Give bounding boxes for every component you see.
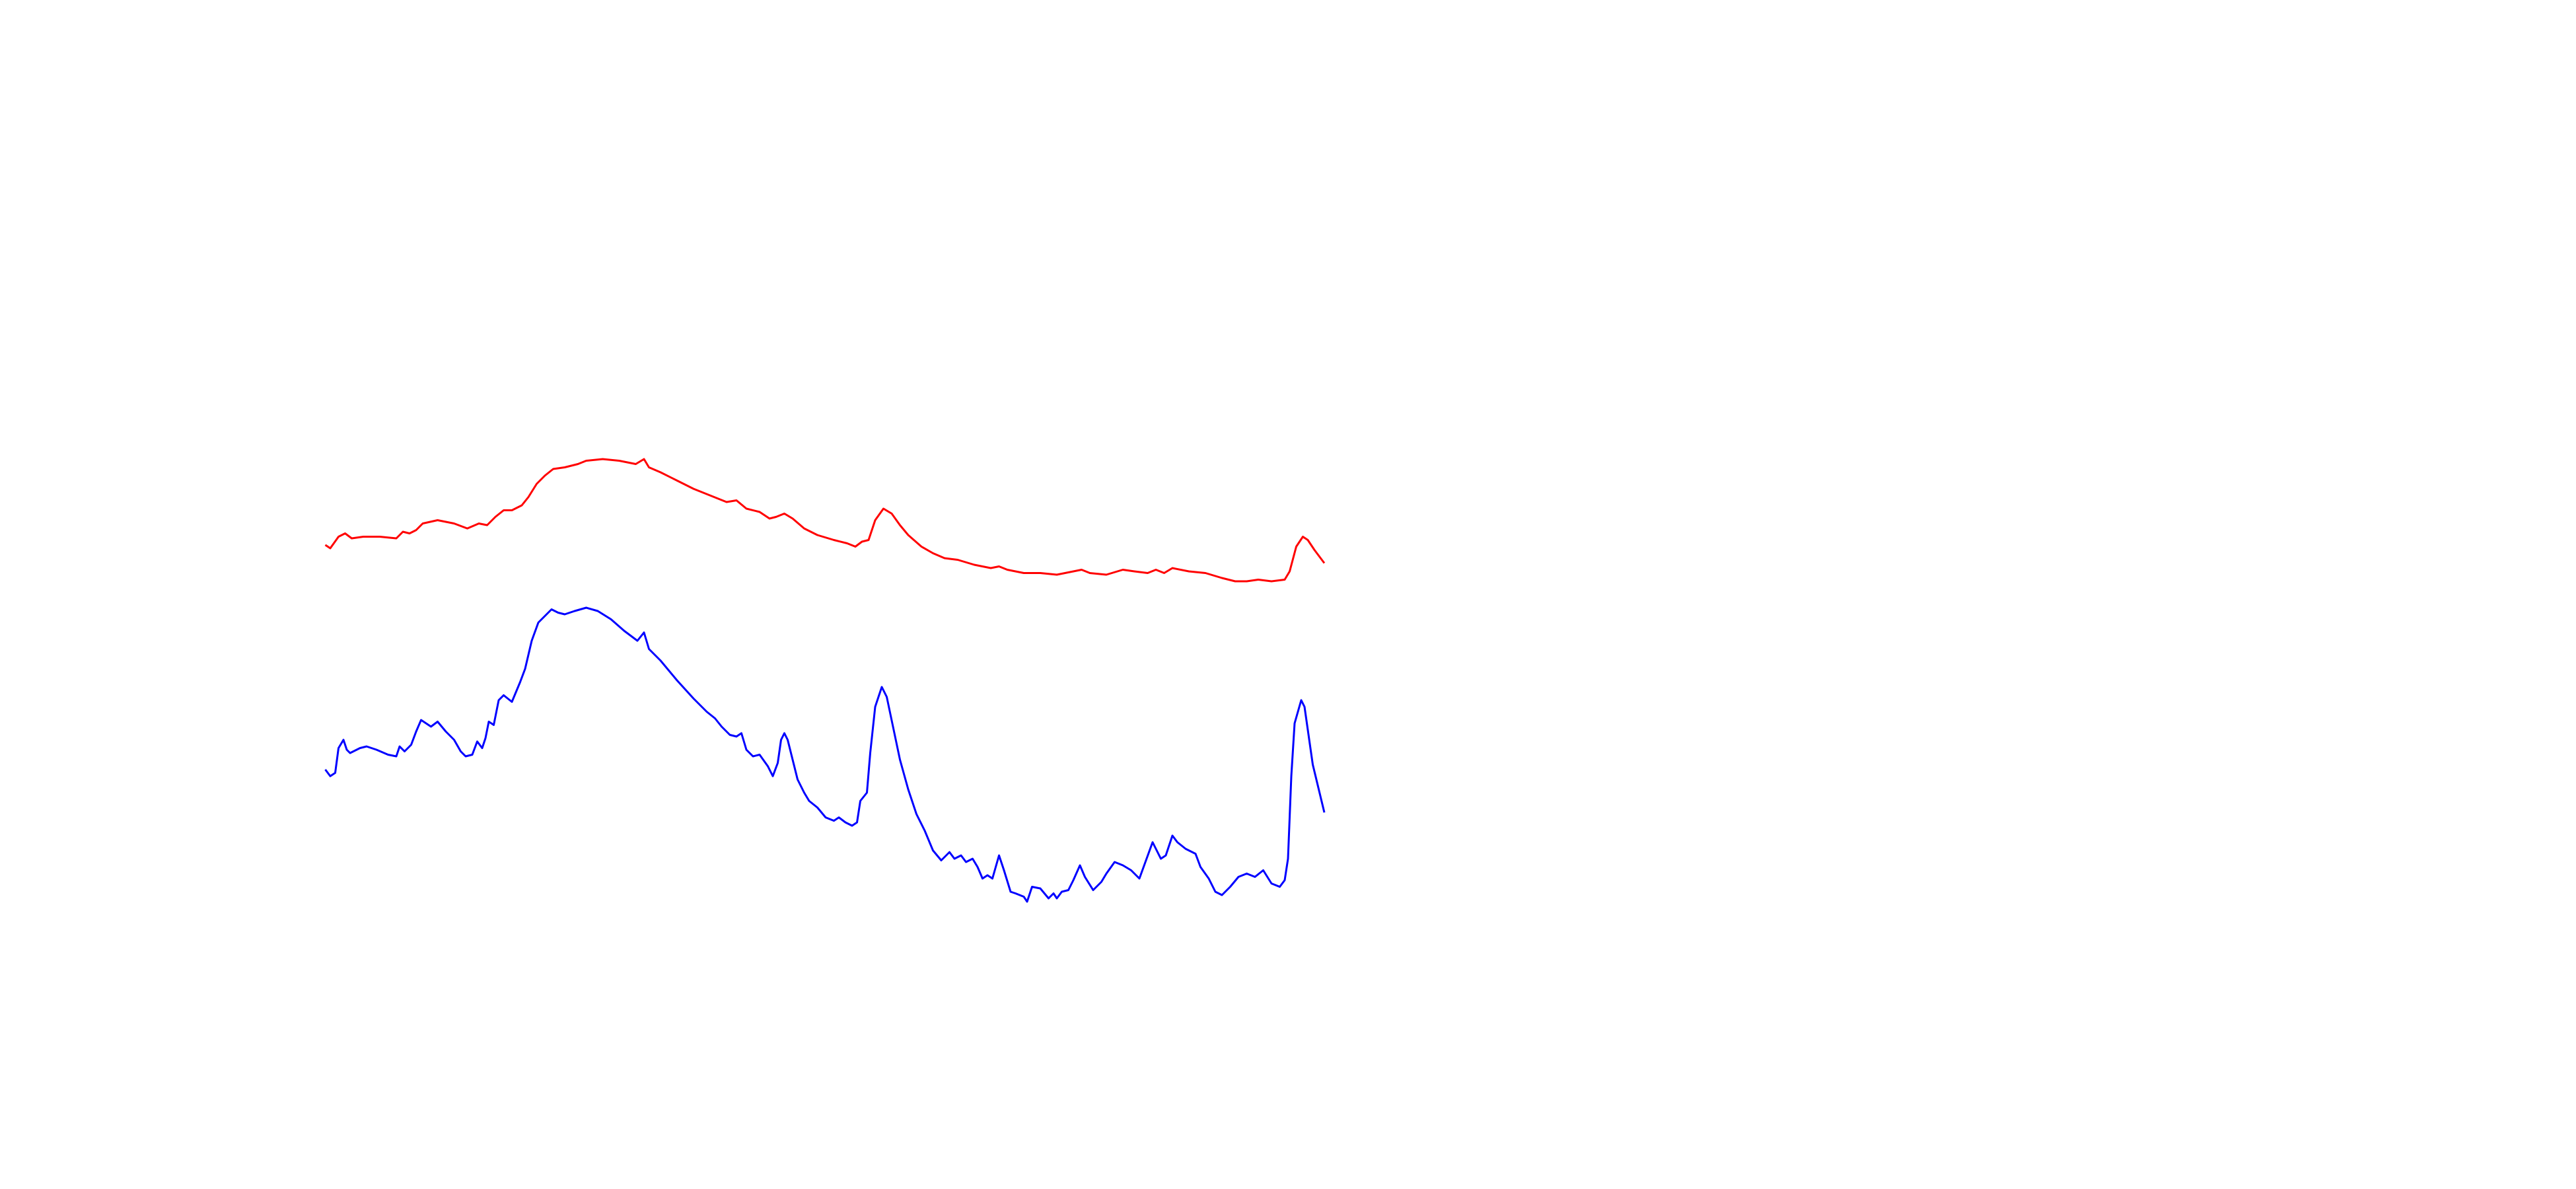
series-line: [324, 458, 1326, 583]
series-line: [324, 606, 1326, 903]
